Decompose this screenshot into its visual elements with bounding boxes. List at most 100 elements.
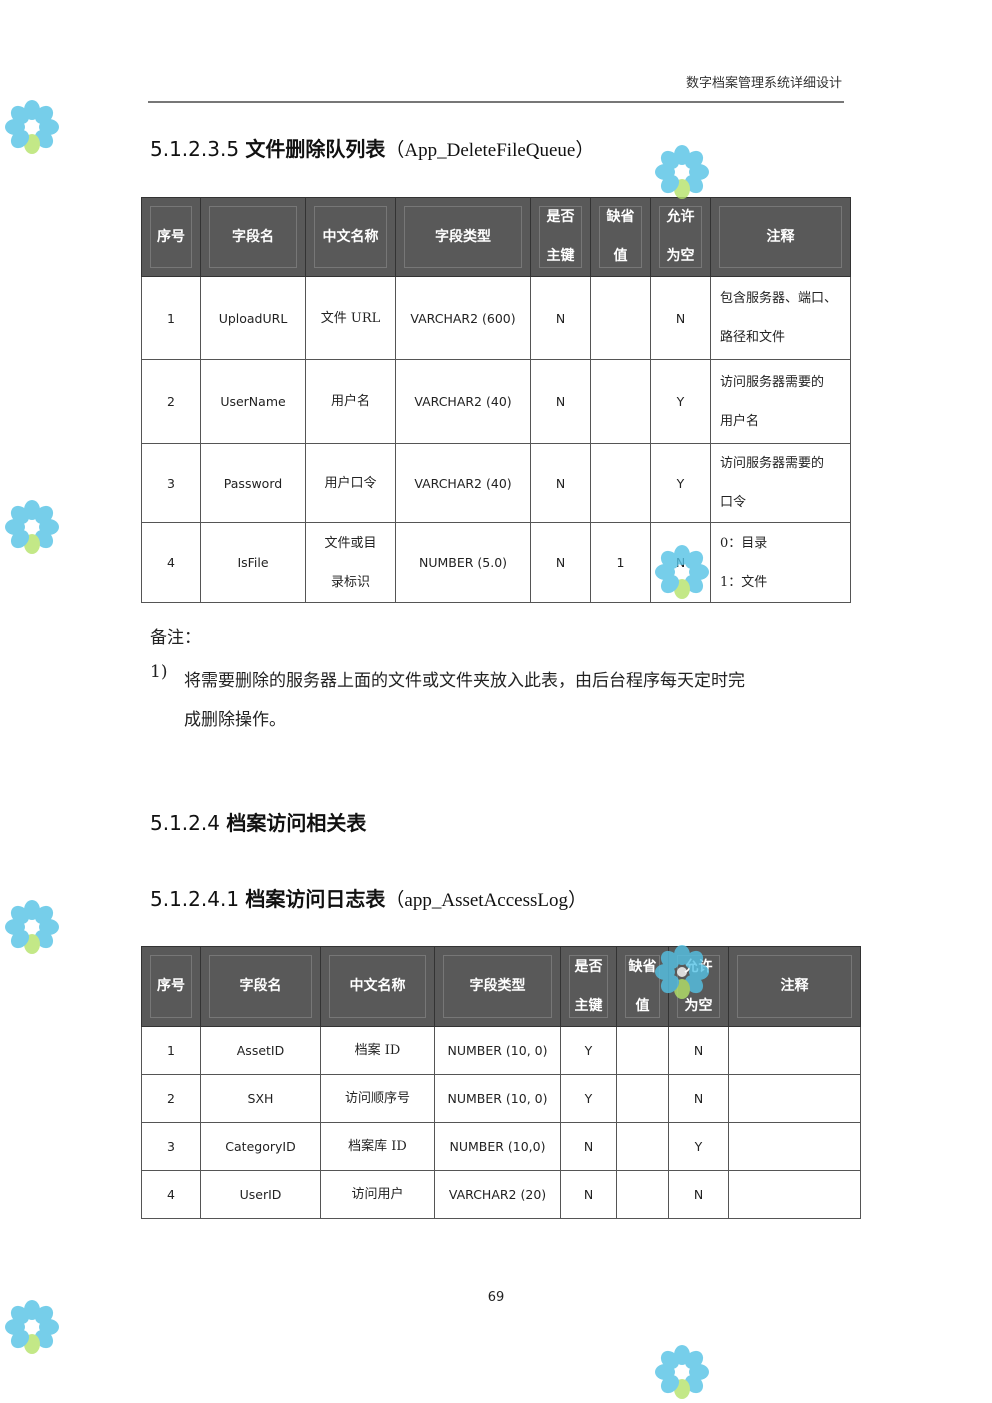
table-row: 3 CategoryID 档案库 ID NUMBER (10,0) N Y [141, 1122, 861, 1171]
cell-no: 4 [141, 1170, 201, 1219]
cell-line: 口令 [720, 495, 747, 510]
cell-line: 用户口令 [324, 475, 377, 491]
cell-type: NUMBER (10, 0) [434, 1026, 561, 1075]
cell-line: 文件或目 [324, 535, 377, 551]
column-header: 字段名 [200, 197, 306, 277]
cell-line: 用户名 [720, 413, 760, 429]
cell-pk: N [530, 522, 591, 603]
cell-line: 录标识 [330, 574, 370, 590]
cell-pk: N [530, 443, 591, 523]
cell-pk: N [530, 359, 591, 444]
cell-field: SXH [200, 1074, 321, 1123]
heading-number: 5.1.2.4.1 [150, 887, 240, 911]
watermark-flower-icon [5, 100, 59, 154]
heading-number: 5.1.2.3.5 [150, 137, 240, 161]
cell-name: 档案 ID [320, 1026, 435, 1075]
column-header-line: 为空 [666, 248, 695, 264]
column-header-line: 是否 [574, 958, 603, 975]
cell-line: 包含服务器、端口、 [720, 291, 838, 306]
cell-default [590, 359, 651, 444]
heading-title: 文件删除队列表 [245, 137, 386, 161]
table-row: 1 AssetID 档案 ID NUMBER (10, 0) Y N [141, 1026, 861, 1075]
cell-no: 2 [141, 1074, 201, 1123]
cell-line: 1：文件 [720, 574, 768, 590]
cell-type: VARCHAR2 (40) [395, 359, 531, 444]
cell-type: VARCHAR2 (600) [395, 276, 531, 360]
cell-nullable: N [650, 522, 711, 603]
remark-number: 1) [150, 662, 168, 682]
cell-name: 文件或目 录标识 [305, 522, 396, 603]
cell-line: 用户名 [330, 394, 370, 409]
cell-default [616, 1122, 669, 1171]
heading-title: 档案访问相关表 [226, 811, 367, 835]
cell-no: 3 [141, 1122, 201, 1171]
watermark-flower-icon [655, 145, 709, 199]
cell-nullable: N [668, 1074, 729, 1123]
cell-no: 3 [141, 443, 201, 523]
cell-field: UploadURL [200, 276, 306, 360]
cell-note [728, 1026, 861, 1075]
cell-default [616, 1026, 669, 1075]
heading-table-name: （App_DeleteFileQueue） [385, 140, 595, 161]
table-row: 4 IsFile 文件或目 录标识 NUMBER (5.0) N 1 N 0：目录 1：文件 [141, 522, 851, 603]
heading-number: 5.1.2.4 [150, 811, 220, 835]
cell-name: 访问用户 [320, 1170, 435, 1219]
cell-type: VARCHAR2 (40) [395, 443, 531, 523]
cell-pk: Y [560, 1074, 617, 1123]
column-header-line: 允许 [666, 209, 695, 225]
column-header-line: 主键 [546, 248, 575, 264]
header-divider [148, 101, 844, 103]
column-header-line: 主键 [574, 997, 603, 1014]
table-row: 2 SXH 访问顺序号 NUMBER (10, 0) Y N [141, 1074, 861, 1123]
cell-no: 2 [141, 359, 201, 444]
section-heading-asset-access-log: 5.1.2.4.1 档案访问日志表（app_AssetAccessLog） [150, 883, 587, 912]
column-header-line: 允许 [684, 958, 713, 975]
cell-name: 访问顺序号 [320, 1074, 435, 1123]
cell-name: 用户名 [305, 359, 396, 444]
remark-label: 备注： [150, 628, 201, 648]
cell-note: 包含服务器、端口、 路径和文件 [710, 276, 851, 360]
cell-line: 路径和文件 [720, 330, 786, 345]
cell-no: 4 [141, 522, 201, 603]
heading-table-name: （app_AssetAccessLog） [385, 890, 587, 911]
cell-default: 1 [590, 522, 651, 603]
table-row: 3 Password 用户口令 VARCHAR2 (40) N Y 访问服务器需要的 口令 [141, 443, 851, 523]
column-header: 允许 为空 [668, 946, 729, 1027]
remark-text: 将需要删除的服务器上面的文件或文件夹放入此表，由后台程序每天定时完 成删除操作。 [184, 662, 745, 740]
watermark-flower-icon [5, 1300, 59, 1354]
cell-note [728, 1122, 861, 1171]
column-header-line: 缺省 [628, 958, 657, 975]
cell-line: 文件 URL [320, 310, 381, 326]
table-row: 2 UserName 用户名 VARCHAR2 (40) N Y 访问服务器需要的 用户名 [141, 359, 851, 444]
cell-note [728, 1170, 861, 1219]
cell-field: AssetID [200, 1026, 321, 1075]
cell-line: 访问服务器需要的 [720, 456, 825, 471]
cell-type: NUMBER (5.0) [395, 522, 531, 603]
cell-pk: N [530, 276, 591, 360]
cell-nullable: Y [668, 1122, 729, 1171]
column-header: 缺省值 [590, 197, 651, 277]
cell-field: IsFile [200, 522, 306, 603]
column-header: 允许 为空 [650, 197, 711, 277]
cell-type: NUMBER (10,0) [434, 1122, 561, 1171]
cell-default [590, 443, 651, 523]
column-header: 注释 [710, 197, 851, 277]
column-header: 字段类型 [395, 197, 531, 277]
heading-title: 档案访问日志表 [245, 887, 386, 911]
table-row: 4 UserID 访问用户 VARCHAR2 (20) N N [141, 1170, 861, 1219]
column-header: 是否 主键 [530, 197, 591, 277]
section-heading-delete-file-queue: 5.1.2.3.5 文件删除队列表（App_DeleteFileQueue） [150, 133, 594, 162]
cell-type: NUMBER (10, 0) [434, 1074, 561, 1123]
delete-file-queue-table: 序号 字段名 中文名称 字段类型 是否 主键 缺省值允许 为空 注释 1 UploadURL 文件 … [141, 197, 851, 603]
cell-note [728, 1074, 861, 1123]
column-header: 序号 [141, 946, 201, 1027]
cell-line: 访问服务器需要的 [720, 374, 825, 390]
column-header-line: 为空 [684, 997, 713, 1014]
cell-nullable: N [668, 1170, 729, 1219]
column-header-line: 值 [613, 248, 628, 264]
cell-no: 1 [141, 276, 201, 360]
cell-nullable: Y [650, 443, 711, 523]
cell-name: 文件 URL [305, 276, 396, 360]
cell-nullable: N [650, 276, 711, 360]
column-header: 字段名 [200, 946, 321, 1027]
